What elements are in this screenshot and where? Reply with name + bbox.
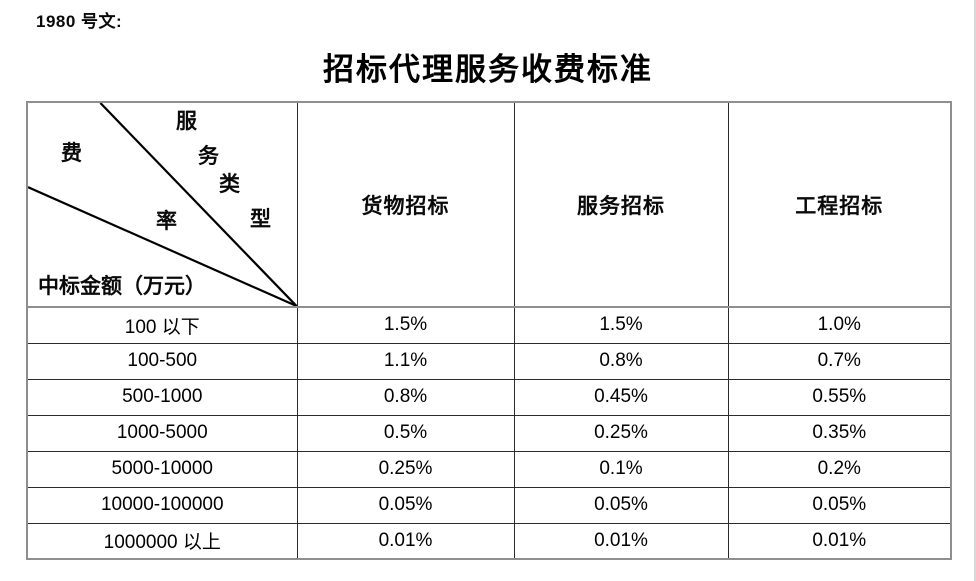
rate-cell: 0.8% bbox=[513, 342, 729, 380]
column-header-goods-bidding: 货物招标 bbox=[296, 101, 515, 308]
amount-range-cell: 1000-5000 bbox=[26, 414, 298, 452]
corner-label-service-type-char: 务 bbox=[198, 144, 219, 168]
corner-label-rate-char: 率 bbox=[156, 209, 177, 233]
rate-cell: 0.05% bbox=[296, 486, 515, 524]
table-row: 5000-10000 0.25% 0.1% 0.2% bbox=[26, 450, 952, 488]
rate-cell: 1.1% bbox=[296, 342, 515, 380]
document-number: 1980 号文: bbox=[36, 12, 123, 31]
table-row: 1000000 以上 0.01% 0.01% 0.01% bbox=[26, 522, 952, 560]
rate-cell: 1.5% bbox=[513, 306, 729, 344]
amount-range-cell: 500-1000 bbox=[26, 378, 298, 416]
rate-cell: 0.7% bbox=[727, 342, 952, 380]
corner-label-service-type-char: 服 bbox=[176, 109, 197, 133]
rate-cell: 0.55% bbox=[727, 378, 952, 416]
fee-table: 服 费 务 类 率 型 中标金额（万元） 货物招标 服务招标 工程招标 100 … bbox=[26, 101, 952, 560]
rate-cell: 0.05% bbox=[513, 486, 729, 524]
diagonal-divider-lines bbox=[28, 103, 296, 305]
column-header-service-bidding: 服务招标 bbox=[513, 101, 729, 308]
rate-cell: 0.45% bbox=[513, 378, 729, 416]
rate-cell: 0.5% bbox=[296, 414, 515, 452]
rate-cell: 0.01% bbox=[296, 522, 515, 560]
amount-range-cell: 100-500 bbox=[26, 342, 298, 380]
table-row: 500-1000 0.8% 0.45% 0.55% bbox=[26, 378, 952, 416]
corner-label-rate-char: 费 bbox=[61, 141, 82, 165]
corner-label-service-type-char: 类 bbox=[219, 172, 240, 196]
rate-cell: 0.25% bbox=[296, 450, 515, 488]
corner-label-bid-amount: 中标金额（万元） bbox=[38, 274, 206, 298]
rate-cell: 0.05% bbox=[727, 486, 952, 524]
rate-cell: 0.01% bbox=[513, 522, 729, 560]
rate-cell: 0.01% bbox=[727, 522, 952, 560]
rate-cell: 0.25% bbox=[513, 414, 729, 452]
page-right-edge bbox=[974, 0, 976, 581]
corner-label-service-type-char: 型 bbox=[250, 207, 271, 231]
rate-cell: 1.0% bbox=[727, 306, 952, 344]
rate-cell: 0.2% bbox=[727, 450, 952, 488]
rate-cell: 1.5% bbox=[296, 306, 515, 344]
table-row: 10000-100000 0.05% 0.05% 0.05% bbox=[26, 486, 952, 524]
rate-cell: 0.8% bbox=[296, 378, 515, 416]
table-row: 1000-5000 0.5% 0.25% 0.35% bbox=[26, 414, 952, 452]
amount-range-cell: 1000000 以上 bbox=[26, 522, 298, 560]
table-row: 100-500 1.1% 0.8% 0.7% bbox=[26, 342, 952, 380]
amount-range-cell: 100 以下 bbox=[26, 306, 298, 344]
amount-range-cell: 5000-10000 bbox=[26, 450, 298, 488]
table-corner-cell: 服 费 务 类 率 型 中标金额（万元） bbox=[26, 101, 298, 308]
rate-cell: 0.35% bbox=[727, 414, 952, 452]
rate-cell: 0.1% bbox=[513, 450, 729, 488]
column-header-works-bidding: 工程招标 bbox=[727, 101, 952, 308]
table-header-row: 服 费 务 类 率 型 中标金额（万元） 货物招标 服务招标 工程招标 bbox=[26, 101, 952, 308]
table-row: 100 以下 1.5% 1.5% 1.0% bbox=[26, 306, 952, 344]
amount-range-cell: 10000-100000 bbox=[26, 486, 298, 524]
page-title: 招标代理服务收费标准 bbox=[323, 52, 653, 87]
